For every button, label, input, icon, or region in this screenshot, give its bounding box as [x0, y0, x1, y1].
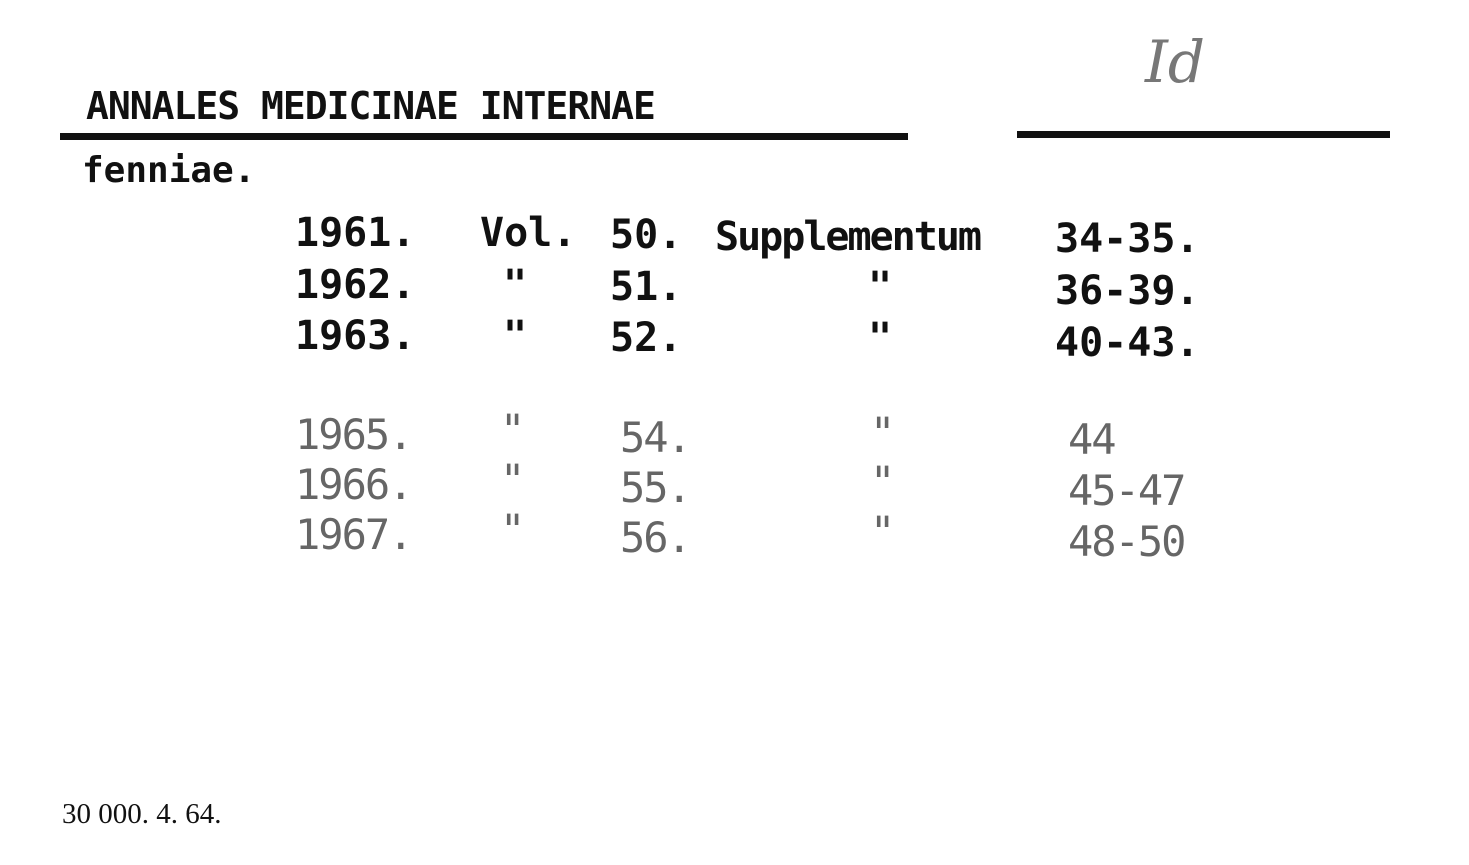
volume: 54.	[620, 413, 692, 462]
subtitle: fenniae.	[82, 150, 256, 191]
call-mark-rule	[1017, 131, 1390, 138]
call-mark: Id	[1145, 28, 1206, 96]
vol-label: "	[500, 455, 525, 504]
vol-label: "	[503, 313, 528, 359]
title: ANNALES MEDICINAE INTERNAE	[86, 84, 656, 128]
numbers: 40-43.	[1055, 320, 1200, 366]
volume: 51.	[610, 264, 683, 310]
vol-label: "	[500, 505, 525, 554]
vol-label: "	[503, 262, 528, 308]
series: "	[870, 507, 895, 556]
series: Supplementum	[715, 214, 982, 260]
volume: 55.	[620, 463, 692, 512]
title-rule	[60, 133, 908, 140]
year: 1961.	[295, 210, 416, 256]
series: "	[868, 315, 893, 361]
numbers: 34-35.	[1055, 216, 1200, 262]
series: "	[870, 408, 895, 457]
numbers: 44	[1068, 415, 1117, 464]
year: 1962.	[295, 262, 416, 308]
numbers: 45-47	[1068, 466, 1186, 515]
year: 1965.	[295, 410, 413, 459]
year: 1966.	[295, 460, 413, 509]
volume: 52.	[610, 315, 683, 361]
print-code: 30 000. 4. 64.	[62, 798, 222, 830]
series: "	[870, 457, 895, 506]
volume: 50.	[610, 212, 683, 258]
year: 1967.	[295, 510, 413, 559]
numbers: 48-50	[1068, 517, 1186, 566]
numbers: 36-39.	[1055, 268, 1200, 314]
series: "	[868, 264, 893, 310]
vol-label: "	[500, 405, 525, 454]
year: 1963.	[295, 313, 416, 359]
volume: 56.	[620, 513, 692, 562]
vol-label: Vol.	[480, 210, 577, 256]
